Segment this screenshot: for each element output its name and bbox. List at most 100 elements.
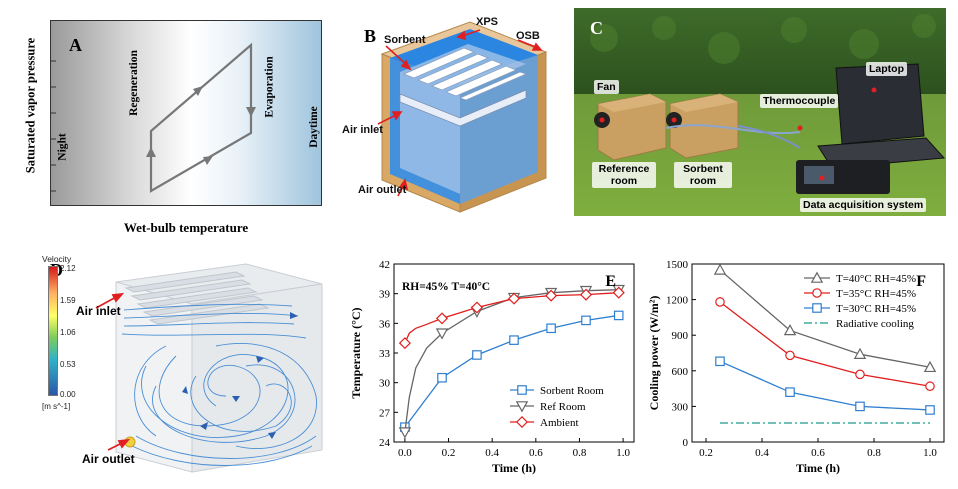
chart-F-xlabel: Time (h) [796,461,840,475]
chart-E-xtick-label: 1.0 [616,447,630,459]
chart-E-ytick-label: 33 [379,348,391,360]
chart-F-ytick-label: 600 [672,366,689,378]
chart-F-legend-label-1: T=35°C RH=45% [836,288,916,300]
panel-a-cycle-diagram [51,42,256,193]
chart-E-point-0-3 [509,335,519,345]
chart-E-xtick-label: 0.4 [485,447,499,459]
panel-a-arrow-diag [193,86,203,96]
panel-d-tick-1: 2.12 [60,264,76,273]
panel-d-cfd-simulation: D Velocity 2.12 1.59 1.06 0.53 0.00 [m s… [36,246,346,482]
panel-a-regeneration-label: Regeneration [127,50,140,116]
chart-E-letter: E [605,273,616,290]
chart-F-legend-label-2: T=30°C RH=45% [836,303,916,315]
chart-F-legend-label-3: Radiative cooling [836,318,914,330]
chart-E-point-2-5 [470,301,483,314]
chart-E-ytick-label: 24 [379,437,391,449]
panel-d-tick-3: 1.06 [60,328,76,337]
chart-F-point-1-3 [925,381,935,392]
panel-c-daq-label: Data acquisition system [800,198,927,212]
chart-F-xtick-label: 0.2 [699,447,713,459]
chart-E-point-0-4 [546,323,556,334]
panel-a-arrow-left [203,156,213,165]
panel-a-night-label: Night [56,133,69,161]
panel-b-air-inlet-label: Air inlet [342,124,383,136]
panel-c-sorbent-room-label: Sorbent room [674,162,732,188]
chart-E-point-1-4 [435,328,449,340]
chart-E-xtick-label: 0.8 [573,447,587,459]
chart-E-legend-marker-1 [515,401,529,413]
chart-F-point-0-2 [853,347,867,359]
chart-E-annotation: RH=45% T=40°C [402,281,490,293]
panel-a-evaporation-label: Evaporation [263,56,276,118]
panel-a-arrow-up [146,147,156,157]
chart-E-point-2-9 [612,286,625,299]
chart-F-legend-label-0: T=40°C RH=45% [836,273,916,285]
chart-E-ytick-label: 30 [379,378,391,390]
chart-e-svg: 24 27 30 33 36 39 42 0.0 0.2 0.4 0.6 0.8 1.0 Time (h)… [349,259,635,475]
chart-E-legend-label-0: Sorbent Room [540,385,604,397]
panel-b-xps-label: XPS [476,16,499,28]
chart-F-point-0-1 [783,324,797,336]
panel-b-room-model: B Sorbent XPS OSB Air inle [342,6,560,218]
panel-b-sorbent-label: Sorbent [384,34,426,46]
chart-E-ytick-label: 39 [379,289,391,301]
panel-b-tray [399,89,527,127]
panel-b-letter: B [364,26,377,46]
chart-E-ytick-label: 27 [379,407,391,419]
chart-E-ylabel: Temperature (°C) [349,307,363,398]
chart-F-xtick-label: 1.0 [923,447,937,459]
chart-E-point-1-0 [398,427,412,439]
chart-F-ytick-label: 900 [672,330,689,342]
chart-F-legend-marker-1 [812,288,822,298]
chart-F-xtick-label: 0.6 [811,447,825,459]
panel-d-colorbar [48,266,58,396]
chart-E-legend-label-1: Ref Room [540,401,586,413]
chart-F-ytick-label: 1500 [666,259,689,271]
chart-F-legend-marker-2 [812,303,822,313]
panel-d-colorbar-title: Velocity [42,254,72,264]
chart-E-ytick-label: 36 [379,318,391,330]
chart-E-point-2-6 [507,292,521,305]
chart-f-svg: 0 300 600 900 1200 1500 0.2 0.4 0.6 0.8 1.0 Time (h… [647,259,945,475]
panel-a-y-axis-label: Saturated vapor pressure [23,37,38,174]
panel-d-tick-5: 0.00 [60,390,76,399]
chart-E-legend-marker-2 [515,415,529,429]
panel-e-temperature-chart: 24 27 30 33 36 39 42 0.0 0.2 0.4 0.6 0.8 1.0 Time (h)… [342,248,642,484]
panel-d-air-inlet-label: Air inlet [76,304,121,318]
chart-E-xtick-label: 0.6 [529,447,543,459]
panel-a-daytime-label: Daytime [307,106,320,148]
panel-c-fan-label: Fan [594,80,619,94]
panel-d-unit: [m s^-1] [42,402,71,411]
chart-F-point-2-2 [855,401,865,412]
chart-F-legend-marker-0 [810,271,824,283]
chart-F-point-0-0 [713,263,727,275]
chart-E-point-0-6 [613,310,624,321]
chart-E-point-0-2 [472,350,482,360]
panel-a-x-axis-label: Wet-bulb temperature [123,220,249,235]
chart-E-point-0-5 [581,315,591,326]
chart-E-legend-label-2: Ambient [540,417,579,429]
panel-c-photo-scene [574,8,946,216]
chart-E-series-line-0 [404,314,619,428]
chart-F-point-0-3 [923,360,937,373]
panel-d-tick-4: 0.53 [60,360,76,369]
chart-F-series-line-1 [719,301,931,387]
panel-f-cooling-power-chart: 0 300 600 900 1200 1500 0.2 0.4 0.6 0.8 1.0 Time (h… [644,248,954,484]
chart-F-point-2-1 [785,387,795,397]
chart-E-series-line-2 [404,292,619,344]
panel-b-osb-label: OSB [516,30,540,42]
chart-F-point-2-3 [925,405,935,415]
panel-a-letter: A [69,35,82,55]
chart-F-xtick-label: 0.8 [867,447,881,459]
chart-F-point-1-1 [785,350,795,361]
panel-c-reference-room-label: Reference room [592,162,656,188]
panel-c-laptop-label: Laptop [866,62,907,76]
chart-E-xlabel: Time (h) [492,461,536,475]
chart-E-xtick-label: 0.2 [442,447,456,459]
chart-F-ytick-label: 300 [672,401,689,413]
panel-c-letter: C [590,18,603,38]
chart-E-point-2-8 [579,288,593,301]
chart-F-point-1-2 [855,369,865,380]
chart-F-ytick-label: 1200 [666,295,689,307]
panel-c-field-photo: C Fan Laptop Thermocouple Reference room… [574,8,946,216]
